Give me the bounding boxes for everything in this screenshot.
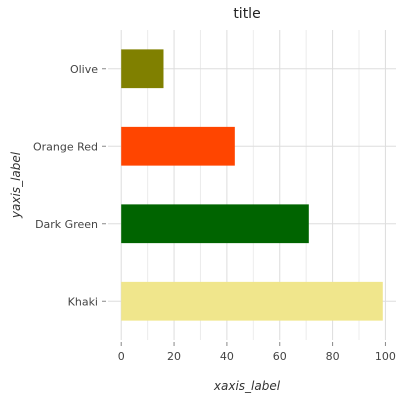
x-tick-label: 80 — [326, 350, 340, 363]
y-tick-label: Khaki — [68, 295, 98, 308]
bar-khaki — [121, 281, 383, 321]
x-tick-label: 0 — [118, 350, 125, 363]
bars — [121, 49, 383, 321]
x-tick-label: 100 — [375, 350, 396, 363]
x-tick-label: 60 — [273, 350, 287, 363]
x-axis-label: xaxis_label — [213, 379, 281, 393]
y-tick-label: Dark Green — [35, 218, 98, 231]
x-tick-label: 20 — [167, 350, 181, 363]
chart-title: title — [233, 6, 260, 22]
bar-orange-red — [121, 126, 235, 166]
y-tick-label: Orange Red — [33, 140, 98, 153]
bar-olive — [121, 49, 164, 89]
y-axis-label: yaxis_label — [9, 151, 23, 219]
x-axis-ticks: 0 20 40 60 80 100 — [118, 342, 396, 363]
y-axis-ticks: Khaki Dark Green Orange Red Olive — [33, 63, 106, 308]
x-tick-label: 40 — [220, 350, 234, 363]
bar-dark-green — [121, 204, 309, 244]
y-tick-label: Olive — [70, 63, 98, 76]
